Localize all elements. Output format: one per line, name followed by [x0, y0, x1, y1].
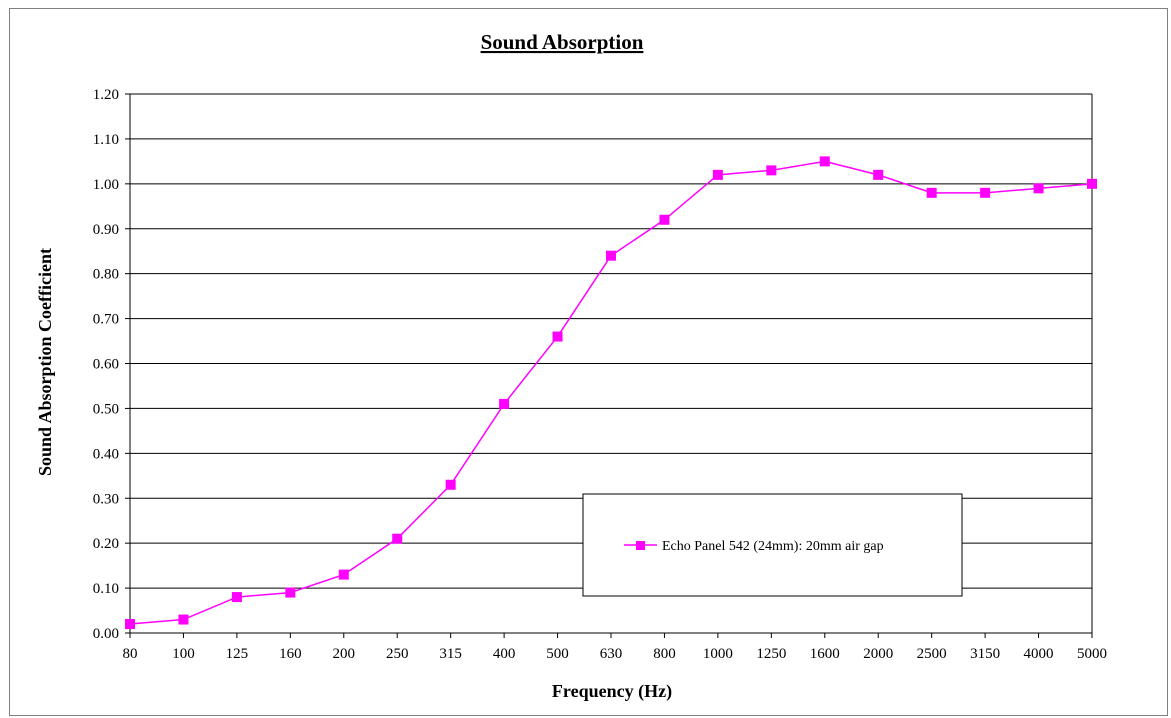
- data-point-marker: [446, 480, 456, 490]
- x-tick-label: 315: [439, 646, 462, 662]
- data-point-marker: [125, 619, 135, 629]
- data-point-marker: [873, 170, 883, 180]
- legend: Echo Panel 542 (24mm): 20mm air gap: [583, 494, 962, 596]
- y-tick-label: 0.50: [93, 401, 119, 417]
- y-tick-label: 0.00: [93, 626, 119, 642]
- x-tick-label: 2500: [917, 646, 947, 662]
- x-tick-label: 630: [600, 646, 623, 662]
- x-tick-label: 1600: [810, 646, 840, 662]
- y-tick-labels: 0.00 0.10 0.20 0.30 0.40 0.50 0.60 0.70 0.80 0.90…: [93, 87, 119, 642]
- y-tick-label: 0.20: [93, 536, 119, 552]
- x-tick-label: 4000: [1024, 646, 1054, 662]
- x-tick-label: 2000: [863, 646, 893, 662]
- data-point-marker: [659, 215, 669, 225]
- x-tick-label: 5000: [1077, 646, 1107, 662]
- data-point-marker: [766, 165, 776, 175]
- y-tick-label: 1.20: [93, 87, 119, 103]
- x-axis-title: Frequency (Hz): [552, 681, 672, 702]
- x-tick-labels: 80 100 125 160 200 250 315 400 500 630 800 1000 1250…: [123, 646, 1108, 662]
- data-point-marker: [980, 188, 990, 198]
- x-tick-label: 250: [386, 646, 409, 662]
- y-tick-label: 0.70: [93, 312, 119, 328]
- x-tick-label: 400: [493, 646, 516, 662]
- data-point-marker: [927, 188, 937, 198]
- data-point-marker: [820, 156, 830, 166]
- data-point-marker: [499, 399, 509, 409]
- y-tick-label: 0.30: [93, 491, 119, 507]
- x-tick-label: 1000: [703, 646, 733, 662]
- y-axis-title: Sound Absorption Coefficient: [35, 248, 55, 476]
- data-point-marker: [178, 615, 188, 625]
- data-point-marker: [1034, 183, 1044, 193]
- x-tick-label: 3150: [970, 646, 1000, 662]
- x-tick-label: 800: [653, 646, 676, 662]
- y-tick-label: 0.60: [93, 357, 119, 373]
- data-point-marker: [232, 592, 242, 602]
- y-tick-label: 1.10: [93, 132, 119, 148]
- data-point-marker: [392, 534, 402, 544]
- legend-marker: [636, 541, 645, 550]
- x-tick-label: 160: [279, 646, 302, 662]
- data-point-marker: [1087, 179, 1097, 189]
- data-point-marker: [713, 170, 723, 180]
- x-tick-label: 500: [546, 646, 569, 662]
- y-tick-label: 0.40: [93, 446, 119, 462]
- x-tick-label: 125: [226, 646, 249, 662]
- x-tick-label: 100: [172, 646, 195, 662]
- data-point-marker: [285, 588, 295, 598]
- data-point-marker: [606, 251, 616, 261]
- y-tick-label: 1.00: [93, 177, 119, 193]
- x-tick-label: 200: [333, 646, 356, 662]
- y-tick-label: 0.10: [93, 581, 119, 597]
- y-tick-label: 0.80: [93, 267, 119, 283]
- data-point-marker: [553, 332, 563, 342]
- legend-label: Echo Panel 542 (24mm): 20mm air gap: [662, 539, 884, 554]
- x-tick-label: 80: [123, 646, 138, 662]
- x-tick-label: 1250: [756, 646, 786, 662]
- data-point-marker: [339, 570, 349, 580]
- chart-title: Sound Absorption: [481, 30, 644, 54]
- y-tick-label: 0.90: [93, 222, 119, 238]
